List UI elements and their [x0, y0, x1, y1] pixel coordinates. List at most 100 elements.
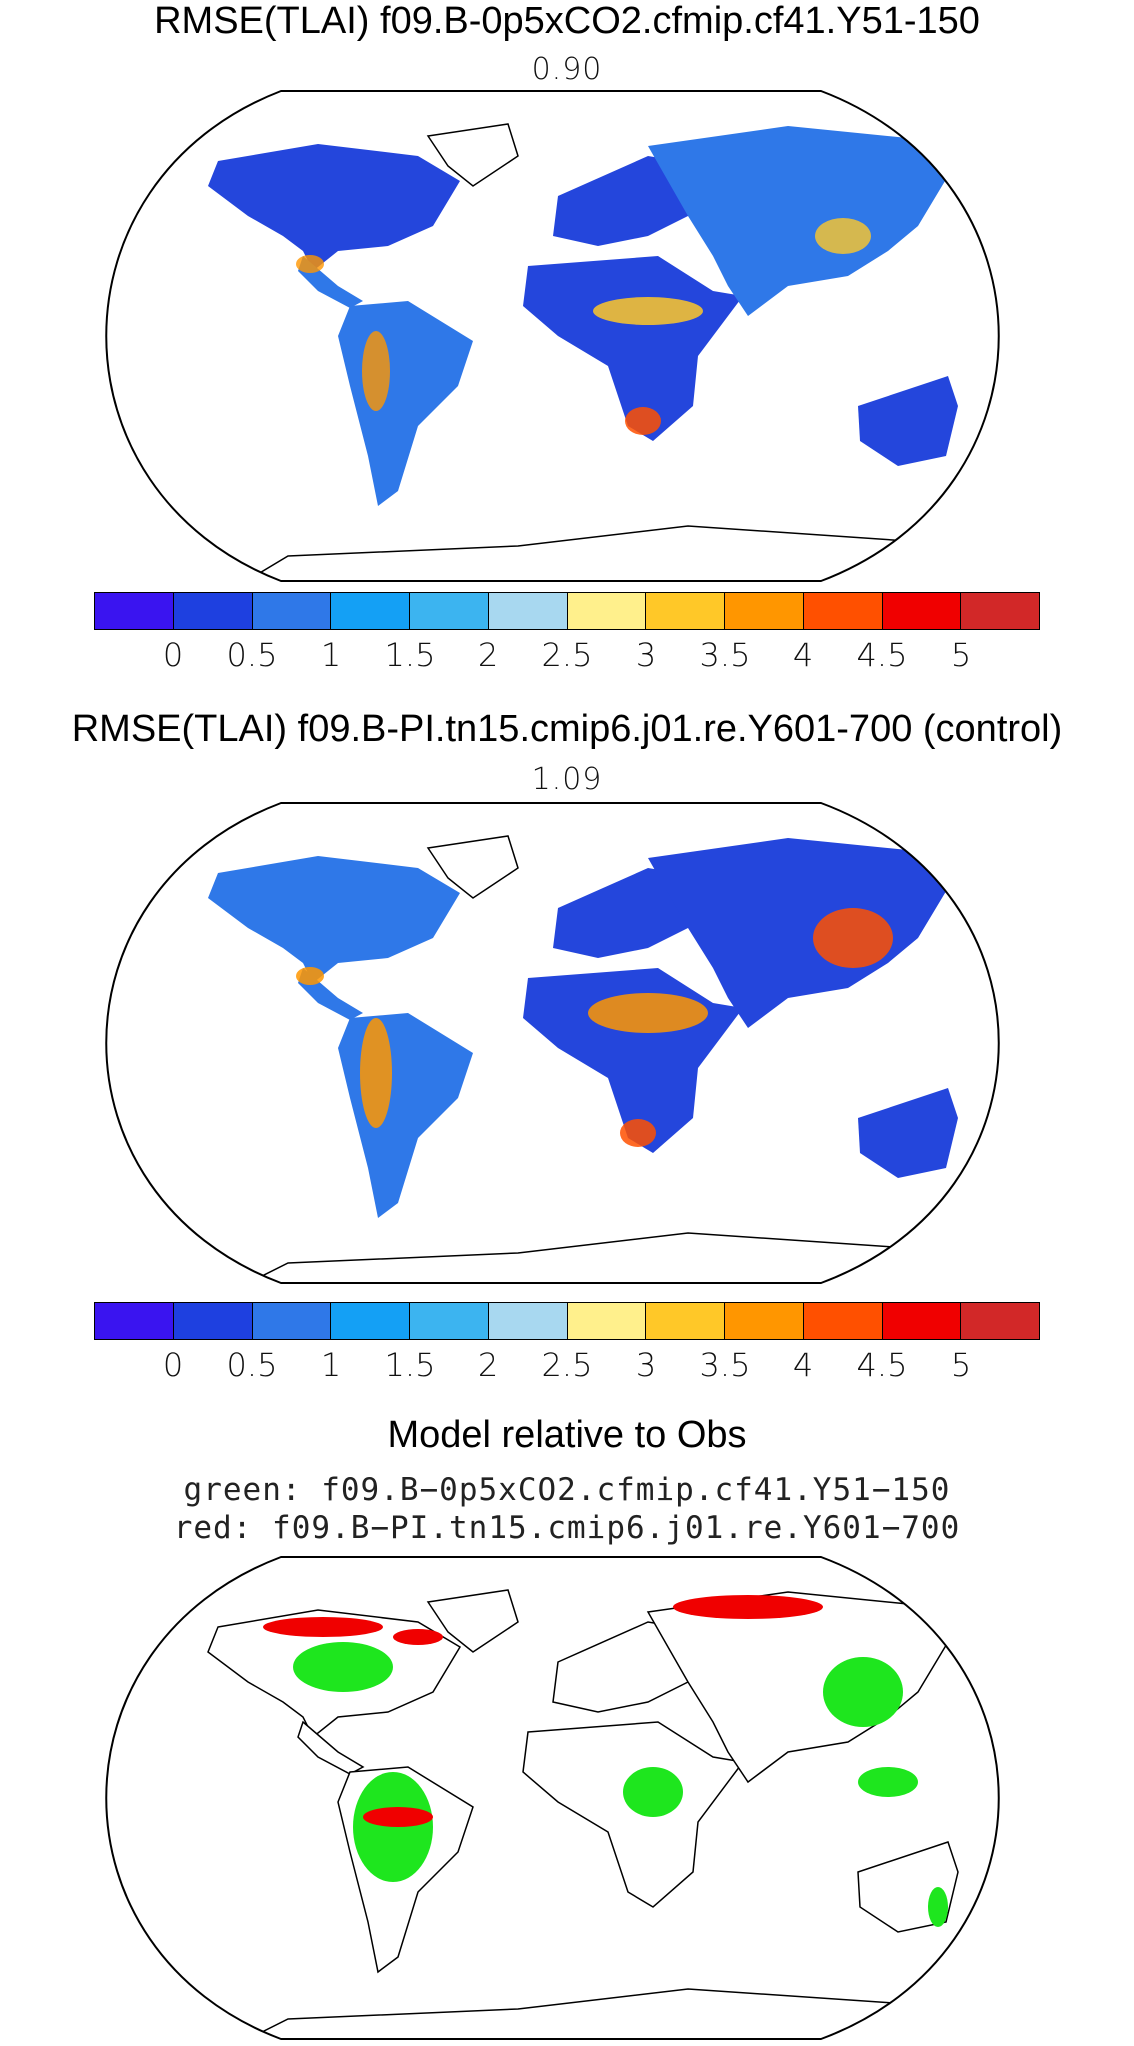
green-region-south-america: [353, 1772, 433, 1882]
map-boundary: [105, 802, 1000, 1284]
hotspot-china: [815, 218, 871, 254]
land-greenland: [426, 835, 519, 899]
colorbar-cell: [961, 1303, 1039, 1339]
comparison-map: [105, 1556, 1000, 2040]
map-boundary: [105, 90, 1000, 582]
hotspot-central-africa: [593, 297, 703, 325]
colorbar-cell: [646, 1303, 725, 1339]
colorbar-cell: [331, 593, 410, 629]
panel1-colorbar-ticks: 0 0.5 1 1.5 2 2.5 3 3.5 4 4.5 5: [0, 636, 1134, 676]
hotspot-south-africa: [620, 1119, 656, 1147]
colorbar-tick: 3: [635, 1346, 657, 1384]
panel2-colorbar: [94, 1302, 1040, 1340]
colorbar-tick: 2: [477, 636, 499, 674]
colorbar-tick: 1: [320, 1346, 342, 1384]
panel2-title: RMSE(TLAI) f09.B-PI.tn15.cmip6.j01.re.Y6…: [71, 708, 1063, 750]
colorbar-tick: 3.5: [699, 636, 751, 674]
colorbar-tick: 4: [792, 1346, 814, 1384]
colorbar-tick: 4.5: [856, 1346, 908, 1384]
colorbar-cell: [173, 593, 253, 629]
hotspot-mexico: [296, 255, 324, 273]
colorbar-cell: [95, 593, 174, 629]
land-antarctica: [237, 1988, 989, 2039]
colorbar-tick: 0: [162, 1346, 184, 1384]
colorbar-tick: 2: [477, 1346, 499, 1384]
panel1-rmse-value: 0.90: [531, 52, 603, 87]
colorbar-tick: 0.5: [226, 636, 278, 674]
hotspot-south-africa: [625, 407, 661, 435]
colorbar-cell: [725, 1303, 804, 1339]
panel2-map: [105, 802, 1000, 1284]
colorbar-tick: 1.5: [384, 1346, 436, 1384]
land-antarctica: [235, 525, 991, 581]
colorbar-cell: [410, 1303, 489, 1339]
land-south-america: [338, 301, 473, 506]
hotspot-central-africa: [588, 993, 708, 1033]
colorbar-cell: [882, 593, 962, 629]
red-region-canada: [263, 1617, 383, 1637]
hotspot-china: [813, 908, 893, 968]
colorbar-cell: [252, 593, 332, 629]
panel1-map: [105, 90, 1000, 582]
colorbar-tick: 1.5: [384, 636, 436, 674]
land-south-america: [338, 1013, 473, 1218]
land-greenland: [426, 123, 519, 187]
panel2-land-layer: [208, 835, 989, 1283]
land-australia: [858, 376, 958, 466]
colorbar-cell: [882, 1303, 962, 1339]
comparison-land-layer: [207, 1589, 989, 2039]
hotspot-andes: [362, 331, 390, 411]
colorbar-tick: 0: [162, 636, 184, 674]
colorbar-tick: 0.5: [226, 1346, 278, 1384]
colorbar-tick: 2.5: [541, 636, 593, 674]
land-australia: [858, 1088, 958, 1178]
colorbar-tick: 4: [792, 636, 814, 674]
red-region-amazon: [363, 1807, 433, 1827]
land-central-america: [297, 1720, 365, 1775]
panel1-title: RMSE(TLAI) f09.B-0p5xCO2.cfmip.cf41.Y51-…: [154, 0, 980, 42]
colorbar-cell: [725, 593, 804, 629]
colorbar-cell: [488, 1303, 568, 1339]
panel1-land-layer: [208, 123, 991, 581]
red-legend-label: red: f09.B−PI.tn15.cmip6.j01.re.Y601−700: [173, 1510, 961, 1546]
land-north-america: [208, 144, 460, 271]
colorbar-cell: [252, 1303, 332, 1339]
green-region-southeast-asia: [858, 1767, 918, 1797]
colorbar-cell: [331, 1303, 410, 1339]
colorbar-tick: 5: [950, 1346, 972, 1384]
green-region-central-africa: [623, 1767, 683, 1817]
colorbar-cell: [173, 1303, 253, 1339]
colorbar-tick: 3: [635, 636, 657, 674]
colorbar-cell: [567, 593, 647, 629]
colorbar-tick: 4.5: [856, 636, 908, 674]
colorbar-cell: [803, 1303, 883, 1339]
hotspot-andes: [360, 1018, 392, 1128]
colorbar-cell: [803, 593, 883, 629]
panel1-colorbar: [94, 592, 1040, 630]
colorbar-cell: [567, 1303, 647, 1339]
panel2-rmse-value: 1.09: [531, 762, 603, 797]
colorbar-tick: 3.5: [699, 1346, 751, 1384]
colorbar-tick: 5: [950, 636, 972, 674]
colorbar-cell: [95, 1303, 174, 1339]
land-antarctica: [237, 1232, 989, 1283]
colorbar-tick: 2.5: [541, 1346, 593, 1384]
hotspot-mexico: [296, 967, 324, 985]
land-africa: [522, 1721, 745, 1908]
colorbar-cell: [410, 593, 489, 629]
comparison-title: Model relative to Obs: [387, 1414, 747, 1456]
comparison-difference-layer: [263, 1595, 948, 1927]
map-boundary: [105, 1556, 1000, 2040]
colorbar-cell: [961, 593, 1039, 629]
colorbar-tick: 1: [320, 636, 342, 674]
red-region-canada-east: [393, 1629, 443, 1645]
green-legend-label: green: f09.B−0p5xCO2.cfmip.cf41.Y51−150: [183, 1472, 951, 1508]
green-region-east-australia: [928, 1887, 948, 1927]
land-greenland: [426, 1589, 519, 1653]
colorbar-cell: [646, 593, 725, 629]
green-region-east-asia: [823, 1657, 903, 1727]
land-asia: [648, 126, 948, 316]
land-north-america: [208, 856, 460, 983]
colorbar-cell: [488, 593, 568, 629]
green-region-north-america: [293, 1642, 393, 1692]
